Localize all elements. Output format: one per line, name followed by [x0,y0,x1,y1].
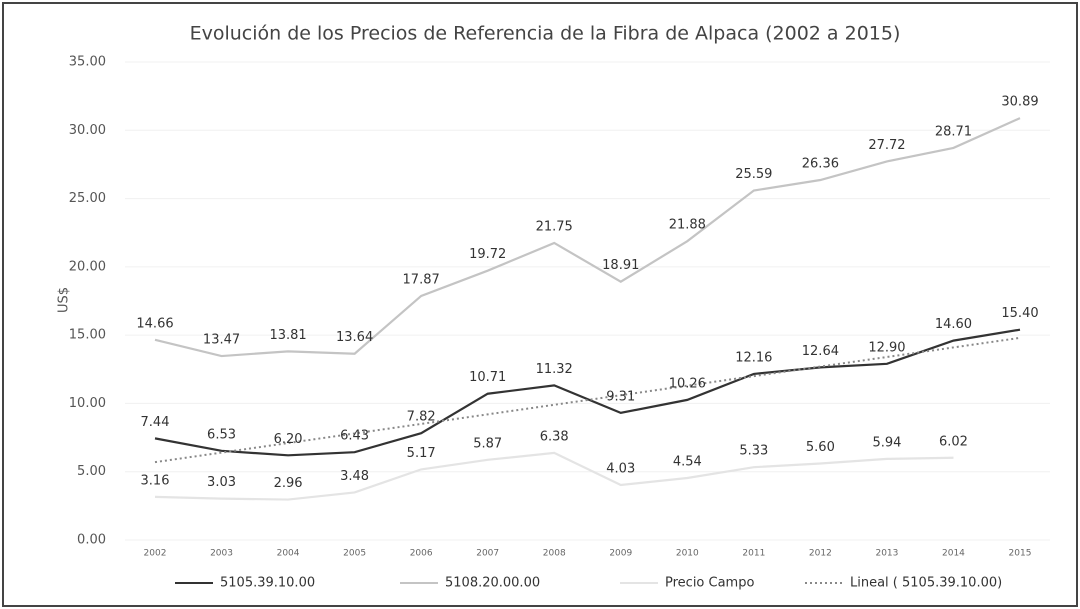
data-label: 6.43 [340,429,369,444]
data-label: 7.44 [141,415,170,430]
data-label: 12.90 [868,340,905,355]
x-tick-label: 2014 [942,549,965,559]
series-line [154,328,1021,457]
data-label: 3.48 [340,469,369,484]
data-label: 5.87 [473,436,502,451]
x-tick-label: 2003 [210,549,233,559]
series-line [154,451,954,501]
data-label: 4.54 [673,454,702,469]
data-label: 11.32 [536,362,573,377]
data-label: 6.02 [939,434,968,449]
data-label: 17.87 [403,272,440,287]
x-tick-label: 2009 [609,549,632,559]
data-label: 18.91 [602,258,639,273]
y-tick-label: 30.00 [69,123,106,138]
data-label: 5.17 [407,446,436,461]
y-tick-label: 20.00 [69,259,106,274]
data-label: 6.38 [540,429,569,444]
legend-label: 5105.39.10.00 [220,576,315,591]
data-label: 14.60 [935,317,972,332]
data-label: 13.81 [269,328,306,343]
y-tick-label: 5.00 [77,464,106,479]
legend-label: 5108.20.00.00 [445,576,540,591]
y-axis-label: US$ [57,287,72,313]
x-tick-label: 2012 [809,549,832,559]
data-label: 21.88 [669,218,706,233]
data-label: 27.72 [868,138,905,153]
series-line [154,117,1021,358]
data-label: 13.47 [203,333,240,348]
data-label: 21.75 [536,219,573,234]
data-label: 25.59 [735,167,772,182]
y-tick-label: 10.00 [69,396,106,411]
data-label: 4.03 [606,461,635,476]
x-tick-label: 2011 [742,549,765,559]
x-tick-label: 2015 [1009,549,1032,559]
y-tick-label: 25.00 [69,191,106,206]
data-label: 10.71 [469,370,506,385]
y-tick-label: 35.00 [69,55,106,70]
data-label: 26.36 [802,156,839,171]
data-label: 12.64 [802,344,839,359]
legend-label: Precio Campo [665,576,754,591]
data-label: 7.82 [407,410,436,425]
data-label: 5.60 [806,440,835,455]
data-label: 3.16 [141,473,170,488]
data-label: 5.94 [872,435,901,450]
x-tick-label: 2010 [676,549,699,559]
x-tick-label: 2007 [476,549,499,559]
data-label: 14.66 [136,316,173,331]
data-label: 15.40 [1001,306,1038,321]
chart-title: Evolución de los Precios de Referencia d… [190,23,901,45]
x-tick-label: 2013 [875,549,898,559]
data-label: 10.26 [669,376,706,391]
data-label: 12.16 [735,350,772,365]
data-label: 6.20 [274,432,303,447]
legend-label: Lineal ( 5105.39.10.00) [850,576,1002,591]
data-label: 19.72 [469,247,506,262]
y-tick-label: 0.00 [77,533,106,548]
data-label: 3.03 [207,475,236,490]
data-label: 5.33 [739,444,768,459]
x-tick-label: 2005 [343,549,366,559]
x-tick-label: 2004 [277,549,300,559]
data-label: 6.53 [207,427,236,442]
data-label: 13.64 [336,330,373,345]
y-tick-label: 15.00 [69,328,106,343]
x-tick-label: 2008 [543,549,566,559]
x-tick-label: 2006 [410,549,433,559]
data-label: 9.31 [606,389,635,404]
data-label: 28.71 [935,124,972,139]
data-label: 30.89 [1001,95,1038,110]
x-tick-label: 2002 [144,549,167,559]
data-label: 2.96 [274,476,303,491]
series-line [154,336,1021,464]
